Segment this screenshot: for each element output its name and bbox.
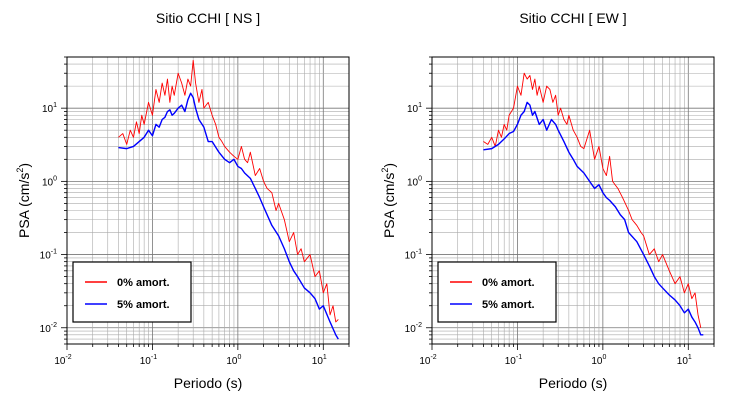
x-tick-base: 10: [677, 356, 689, 367]
x-tick-exponent: -2: [430, 354, 436, 361]
x-tick-exponent: 0: [602, 354, 606, 361]
chart-title: Sitio CCHI [ EW ]: [519, 10, 626, 26]
legend-box: [437, 261, 557, 323]
x-tick-label: 101: [677, 354, 692, 367]
x-tick-label: 10-2: [419, 354, 436, 367]
x-axis-label: Periodo (s): [174, 375, 242, 391]
y-tick-exponent: 1: [53, 102, 57, 109]
y-tick-base: 10: [407, 177, 419, 188]
legend: 0% amort. 5% amort.: [72, 261, 192, 323]
x-tick-label: 10-1: [140, 354, 157, 367]
y-tick-label: 10-1: [40, 249, 57, 262]
chart-title: Sitio CCHI [ NS ]: [156, 10, 260, 26]
y-axis-label: PSA (cm/s2): [380, 163, 397, 238]
y-label-close: ): [16, 163, 32, 168]
y-tick-label: 10-2: [405, 322, 422, 335]
y-tick-base: 10: [40, 324, 52, 335]
legend-box: [72, 261, 192, 323]
y-tick-exponent: -2: [416, 322, 422, 329]
x-tick-base: 10: [591, 356, 603, 367]
y-axis-label: PSA (cm/s2): [15, 163, 32, 238]
x-tick-base: 10: [505, 356, 517, 367]
legend-label: 5% amort.: [117, 299, 170, 311]
x-tick-exponent: 1: [323, 354, 327, 361]
y-label-main: PSA (cm/s: [16, 173, 32, 238]
y-tick-exponent: 0: [418, 175, 422, 182]
y-label-close: ): [381, 163, 397, 168]
y-tick-exponent: -1: [51, 249, 57, 256]
y-tick-label: 100: [407, 175, 422, 188]
legend-label: 0% amort.: [117, 277, 170, 289]
y-tick-base: 10: [405, 324, 417, 335]
y-tick-base: 10: [40, 251, 52, 262]
x-tick-exponent: -1: [516, 354, 522, 361]
series-line-blue: [118, 92, 339, 340]
y-tick-base: 10: [42, 177, 54, 188]
x-tick-base: 10: [419, 356, 431, 367]
y-tick-base: 10: [405, 251, 417, 262]
y-tick-label: 100: [42, 175, 57, 188]
y-tick-exponent: 0: [53, 175, 57, 182]
x-tick-exponent: 1: [688, 354, 692, 361]
x-tick-exponent: -1: [151, 354, 157, 361]
y-tick-base: 10: [407, 104, 419, 115]
y-tick-label: 101: [42, 102, 57, 115]
y-label-superscript: 2: [15, 168, 25, 173]
y-tick-label: 10-2: [40, 322, 57, 335]
x-tick-label: 101: [312, 354, 327, 367]
x-tick-label: 100: [591, 354, 606, 367]
y-tick-label: 101: [407, 102, 422, 115]
x-tick-label: 10-2: [54, 354, 71, 367]
y-tick-base: 10: [42, 104, 54, 115]
x-tick-exponent: 0: [237, 354, 241, 361]
x-tick-base: 10: [54, 356, 66, 367]
x-tick-base: 10: [140, 356, 152, 367]
x-tick-exponent: -2: [65, 354, 71, 361]
legend-label: 0% amort.: [482, 277, 535, 289]
plot-frame: [66, 56, 350, 345]
y-tick-exponent: -2: [51, 322, 57, 329]
y-label-superscript: 2: [380, 168, 390, 173]
series-line-red: [483, 72, 702, 328]
y-tick-label: 10-1: [405, 249, 422, 262]
series-line-blue: [483, 101, 704, 336]
y-tick-exponent: -1: [416, 249, 422, 256]
y-label-main: PSA (cm/s: [381, 173, 397, 238]
legend: 0% amort. 5% amort.: [437, 261, 557, 323]
x-tick-label: 10-1: [505, 354, 522, 367]
x-tick-base: 10: [312, 356, 324, 367]
series-line-red: [118, 59, 339, 323]
x-axis-label: Periodo (s): [539, 375, 607, 391]
y-tick-exponent: 1: [418, 102, 422, 109]
x-tick-base: 10: [226, 356, 238, 367]
plot-frame: [431, 56, 715, 345]
legend-label: 5% amort.: [482, 299, 535, 311]
x-tick-label: 100: [226, 354, 241, 367]
